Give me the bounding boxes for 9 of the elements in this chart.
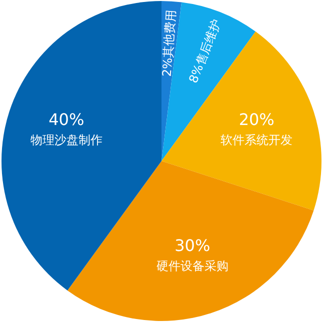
slice-label: 硬件设备采购 bbox=[156, 259, 228, 274]
slice-label: 软件系统开发 bbox=[220, 133, 293, 148]
pie-slice bbox=[67, 161, 314, 321]
slice-label: 物理沙盘制作 bbox=[30, 133, 102, 148]
data-label: 40% bbox=[48, 110, 84, 130]
data-label: 30% bbox=[174, 236, 210, 256]
slice-label: 8%售后维护 bbox=[186, 18, 224, 86]
slice-label: 2%其他费用 bbox=[160, 9, 178, 78]
data-label: 20% bbox=[238, 110, 274, 130]
